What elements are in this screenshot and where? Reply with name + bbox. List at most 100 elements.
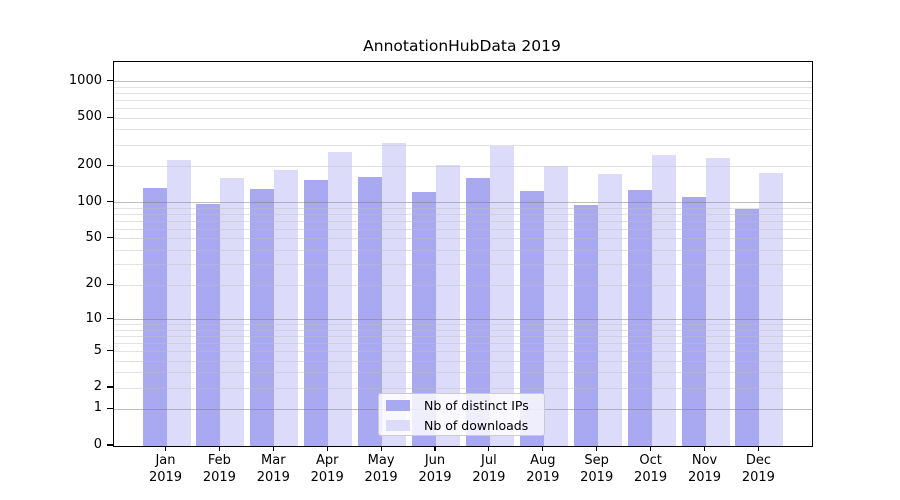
x-tick-year: 2019 (472, 469, 506, 485)
gridline-minor (114, 351, 812, 353)
gridline-minor (114, 387, 812, 389)
legend-label-distinct-ips: Nb of distinct IPs (424, 398, 529, 413)
x-tick-month: Apr (315, 453, 339, 468)
x-tick-month: Jun (424, 453, 446, 468)
x-tick-label: Jul 2019 (459, 453, 519, 486)
x-tick-label: Nov 2019 (675, 453, 735, 486)
x-tick-mark (434, 446, 436, 451)
y-tick-label: 2 (93, 379, 102, 395)
x-tick-label: Apr 2019 (297, 453, 357, 486)
y-tick-mark (107, 201, 113, 203)
gridline-minor (114, 100, 812, 102)
legend-item-downloads: Nb of downloads (379, 416, 544, 436)
x-tick-month: Nov (691, 453, 718, 468)
bar-distinct-ips-feb (196, 204, 221, 446)
gridline-minor (114, 129, 812, 131)
x-tick-month: Dec (745, 453, 771, 468)
y-tick-label: 20 (85, 276, 102, 292)
legend-swatch-downloads (386, 420, 410, 431)
chart-title: AnnotationHubData 2019 (363, 37, 561, 55)
y-tick-label: 500 (77, 109, 102, 125)
bar-downloads-oct (651, 155, 676, 446)
x-tick-mark (272, 446, 274, 451)
y-tick-mark (107, 164, 113, 166)
gridline-minor (114, 329, 812, 331)
x-tick-mark (757, 446, 759, 451)
x-tick-year: 2019 (418, 469, 452, 485)
gridline-minor (114, 117, 812, 119)
bar-distinct-ips-dec (735, 209, 760, 446)
x-tick-year: 2019 (634, 469, 668, 485)
gridline-minor (114, 360, 812, 362)
bar-downloads-mar (274, 169, 299, 446)
gridline-major (114, 202, 812, 204)
y-tick-label: 0 (93, 437, 102, 452)
x-tick-mark (164, 446, 167, 451)
x-tick-label: Jun 2019 (405, 453, 465, 486)
y-tick-label: 50 (85, 229, 102, 245)
x-tick-mark (218, 446, 220, 451)
x-tick-label: Dec 2019 (728, 453, 788, 486)
y-tick-mark (107, 80, 113, 82)
gridline-minor (114, 220, 812, 222)
x-tick-label: Feb 2019 (189, 453, 249, 486)
y-tick-label: 10 (85, 310, 102, 326)
bar-downloads-nov (705, 157, 730, 446)
y-tick-label: 100 (77, 193, 102, 209)
x-tick-label: Sep 2019 (567, 453, 627, 486)
bar-distinct-ips-jan (142, 187, 167, 446)
gridline-major (114, 81, 812, 83)
x-tick-mark (326, 446, 328, 451)
x-tick-mark (488, 446, 490, 451)
bar-downloads-aug (543, 165, 568, 446)
x-tick-month: Sep (584, 453, 609, 468)
x-tick-year: 2019 (202, 469, 236, 485)
legend-swatch-distinct-ips (386, 400, 410, 411)
x-tick-mark (596, 446, 598, 451)
y-tick-mark (107, 386, 113, 388)
bar-distinct-ips-sep (573, 205, 598, 446)
y-tick-label: 1000 (68, 72, 102, 88)
x-tick-month: Aug (530, 453, 556, 468)
x-tick-year: 2019 (687, 469, 722, 485)
gridline-minor (114, 165, 812, 167)
x-tick-label: Jan 2019 (136, 453, 196, 486)
x-tick-mark (380, 446, 382, 451)
legend-label-downloads: Nb of downloads (424, 418, 529, 433)
gridline-minor (114, 213, 812, 215)
gridline-minor (114, 86, 812, 88)
x-tick-mark (542, 446, 544, 451)
gridline-minor (114, 144, 812, 146)
gridline-minor (114, 324, 812, 326)
y-tick-mark (107, 407, 113, 410)
bar-downloads-dec (759, 172, 784, 446)
x-tick-month: Oct (639, 453, 662, 468)
x-tick-mark (703, 446, 706, 451)
y-tick-mark (107, 317, 113, 320)
gridline-major (114, 319, 812, 321)
x-tick-month: May (367, 453, 395, 468)
x-tick-year: 2019 (148, 469, 183, 485)
bar-downloads-feb (220, 177, 245, 446)
x-tick-year: 2019 (364, 469, 398, 485)
gridline-minor (114, 228, 812, 230)
bar-distinct-ips-apr (304, 180, 329, 446)
x-tick-month: Jul (481, 453, 497, 468)
gridline-minor (114, 264, 812, 266)
y-tick-label: 200 (77, 157, 102, 173)
gridline-minor (114, 93, 812, 94)
plot-area (113, 61, 813, 447)
bar-downloads-apr (328, 152, 353, 446)
y-tick-mark (107, 444, 113, 446)
x-tick-month: Mar (261, 453, 286, 468)
x-tick-year: 2019 (310, 469, 344, 485)
bar-distinct-ips-nov (681, 197, 706, 446)
x-tick-year: 2019 (580, 469, 614, 485)
gridline-minor (114, 249, 812, 251)
x-tick-label: May 2019 (351, 453, 411, 486)
y-tick-mark (107, 237, 113, 239)
x-tick-label: Aug 2019 (513, 453, 573, 486)
y-tick-mark (107, 283, 113, 286)
x-tick-year: 2019 (741, 469, 775, 485)
gridline-minor (114, 108, 812, 110)
